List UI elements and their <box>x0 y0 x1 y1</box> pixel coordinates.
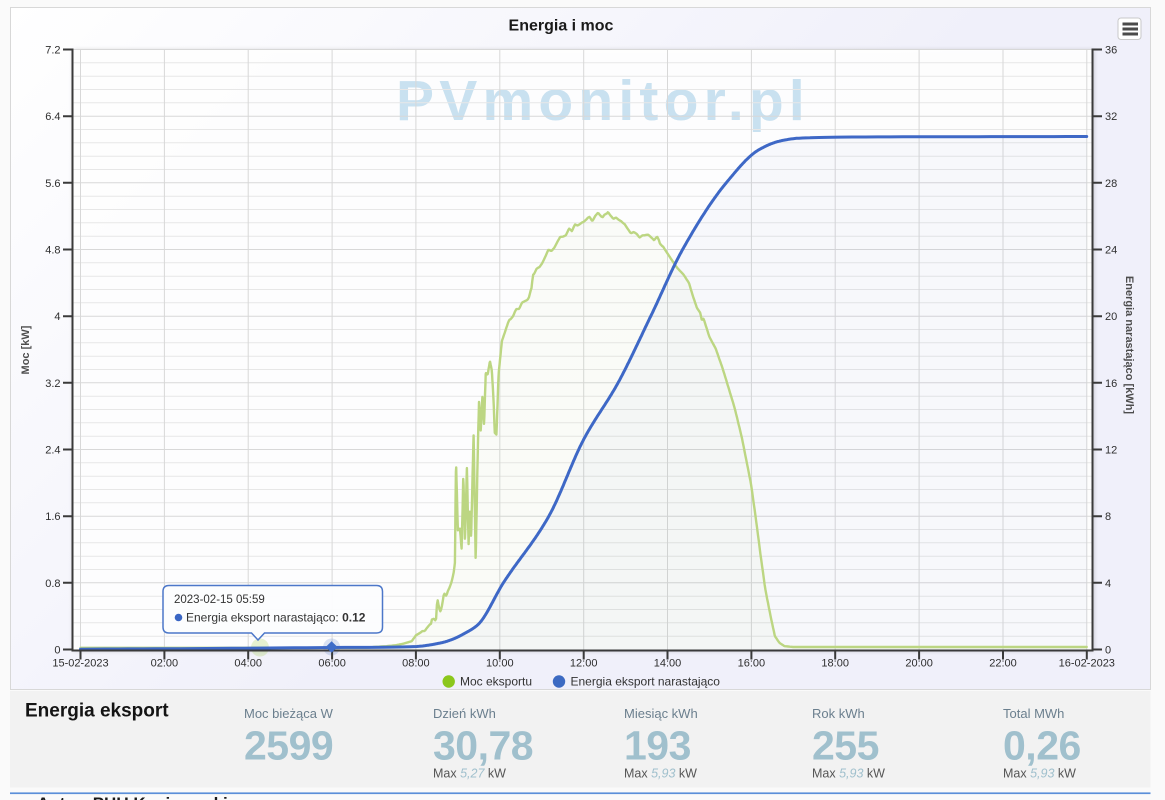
svg-text:1.6: 1.6 <box>45 511 60 523</box>
svg-text:Moc [kW]: Moc [kW] <box>20 325 32 374</box>
svg-text:14:00: 14:00 <box>654 658 682 670</box>
svg-text:Total MWh: Total MWh <box>1003 706 1064 721</box>
svg-text:Max 5,27 kW: Max 5,27 kW <box>433 767 506 781</box>
svg-text:4.8: 4.8 <box>45 245 60 257</box>
svg-text:255: 255 <box>812 723 879 769</box>
svg-text:Max 5,93 kW: Max 5,93 kW <box>1003 767 1076 781</box>
svg-text:24: 24 <box>1105 245 1117 257</box>
svg-text:0: 0 <box>1105 645 1111 657</box>
svg-text:Max 5,93 kW: Max 5,93 kW <box>812 767 885 781</box>
svg-text:0: 0 <box>54 645 60 657</box>
svg-text:22:00: 22:00 <box>989 658 1017 670</box>
svg-text:2023-02-15 05:59: 2023-02-15 05:59 <box>174 594 265 606</box>
svg-text:Energia i moc: Energia i moc <box>509 18 614 35</box>
svg-text:0.8: 0.8 <box>45 578 60 590</box>
svg-text:2.4: 2.4 <box>45 445 60 457</box>
svg-text:16:00: 16:00 <box>738 658 766 670</box>
svg-text:Autor: PHU Kanigowski: Autor: PHU Kanigowski <box>37 794 228 800</box>
svg-text:4: 4 <box>1105 578 1111 590</box>
svg-text:Energia eksport: Energia eksport <box>25 701 169 722</box>
svg-text:12:00: 12:00 <box>570 658 598 670</box>
svg-text:Rok kWh: Rok kWh <box>812 706 865 721</box>
svg-text:36: 36 <box>1105 45 1117 57</box>
svg-text:02:00: 02:00 <box>151 658 179 670</box>
svg-text:06:00: 06:00 <box>318 658 346 670</box>
svg-text:15-02-2023: 15-02-2023 <box>52 658 108 670</box>
svg-text:PVmonitor.pl: PVmonitor.pl <box>396 69 810 133</box>
svg-text:4: 4 <box>54 311 60 323</box>
svg-text:Energia eksport narastająco: 0: Energia eksport narastająco: 0.12 <box>186 611 366 625</box>
svg-text:16-02-2023: 16-02-2023 <box>1059 658 1115 670</box>
svg-text:12: 12 <box>1105 445 1117 457</box>
svg-text:16: 16 <box>1105 378 1117 390</box>
svg-text:7.2: 7.2 <box>45 45 60 57</box>
svg-text:18:00: 18:00 <box>821 658 849 670</box>
svg-text:6.4: 6.4 <box>45 111 60 123</box>
svg-text:20:00: 20:00 <box>905 658 933 670</box>
svg-text:04:00: 04:00 <box>234 658 262 670</box>
svg-text:20: 20 <box>1105 311 1117 323</box>
svg-text:0,26: 0,26 <box>1003 723 1081 769</box>
svg-text:28: 28 <box>1105 178 1117 190</box>
svg-text:193: 193 <box>624 723 691 769</box>
svg-text:32: 32 <box>1105 111 1117 123</box>
svg-text:Dzień kWh: Dzień kWh <box>433 706 496 721</box>
svg-text:Energia narastająco [kWh]: Energia narastająco [kWh] <box>1123 276 1135 414</box>
svg-text:8: 8 <box>1105 511 1111 523</box>
svg-text:Moc eksportu: Moc eksportu <box>460 675 532 689</box>
svg-text:2599: 2599 <box>244 723 333 769</box>
svg-text:5.6: 5.6 <box>45 178 60 190</box>
svg-text:08:00: 08:00 <box>402 658 430 670</box>
svg-text:10:00: 10:00 <box>486 658 514 670</box>
svg-text:30,78: 30,78 <box>433 723 533 769</box>
svg-text:3.2: 3.2 <box>45 378 60 390</box>
svg-text:Max 5,93 kW: Max 5,93 kW <box>624 767 697 781</box>
svg-text:Moc bieżąca W: Moc bieżąca W <box>244 706 334 721</box>
svg-text:Miesiąc kWh: Miesiąc kWh <box>624 706 698 721</box>
svg-text:Energia eksport narastająco: Energia eksport narastająco <box>571 675 721 689</box>
